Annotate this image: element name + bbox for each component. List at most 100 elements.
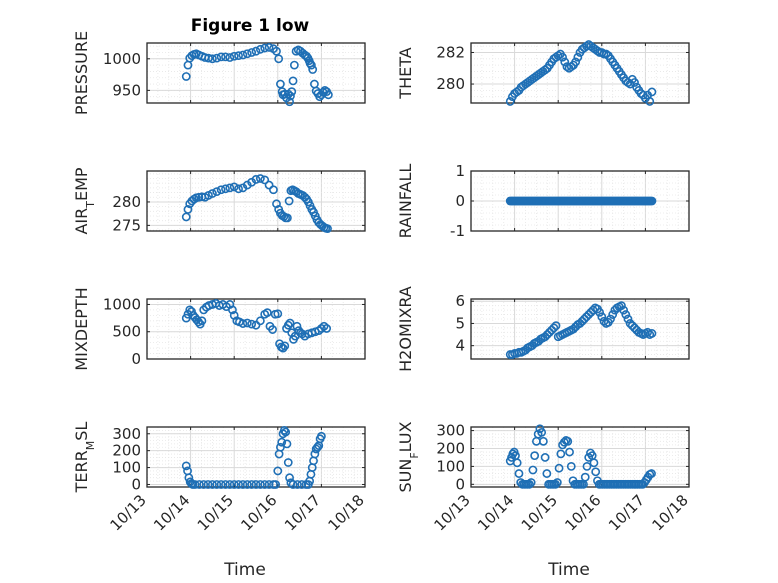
data-point bbox=[582, 462, 592, 471]
data-point bbox=[228, 305, 237, 315]
data-point bbox=[512, 458, 522, 468]
data-point bbox=[216, 185, 226, 195]
data-point bbox=[623, 314, 633, 324]
data-point bbox=[251, 320, 261, 330]
data-point bbox=[212, 187, 222, 197]
data-point bbox=[608, 310, 618, 319]
data-point bbox=[584, 310, 594, 319]
x-axis-label: Time bbox=[547, 560, 590, 580]
axes-box bbox=[470, 42, 690, 104]
data-point bbox=[273, 466, 283, 476]
data-point bbox=[627, 321, 637, 331]
y-axis-label: TERRMSL bbox=[72, 422, 97, 494]
y-tick-label: 100 bbox=[112, 459, 141, 477]
data-point bbox=[268, 325, 277, 334]
axes-box bbox=[146, 426, 366, 488]
data-point bbox=[288, 480, 298, 489]
data-point bbox=[285, 473, 294, 483]
subplot-air-temp: 275 280 AIRTEMP bbox=[72, 167, 366, 235]
data-point bbox=[549, 323, 559, 333]
subplot-pressure: 950 1000 PRESSURE bbox=[72, 31, 366, 115]
data-point bbox=[559, 437, 569, 447]
data-point bbox=[563, 436, 573, 446]
data-point bbox=[505, 97, 515, 106]
data-point bbox=[181, 461, 191, 471]
data-point bbox=[556, 449, 566, 459]
data-point bbox=[281, 427, 291, 437]
y-tick-label: 0 bbox=[455, 192, 465, 210]
data-point bbox=[306, 60, 316, 70]
data-point bbox=[234, 480, 243, 489]
data-point bbox=[183, 205, 193, 214]
y-axis-label: MIXDEPTH bbox=[72, 287, 91, 370]
data-point bbox=[273, 309, 283, 319]
data-point bbox=[264, 43, 274, 52]
axes-box bbox=[146, 42, 366, 104]
data-point bbox=[552, 478, 562, 487]
data-point bbox=[566, 462, 576, 471]
data-point bbox=[558, 52, 567, 62]
data-point bbox=[323, 224, 332, 234]
data-point bbox=[283, 320, 293, 330]
data-point bbox=[234, 184, 243, 194]
data-point bbox=[194, 480, 204, 489]
data-point bbox=[181, 72, 191, 81]
data-point bbox=[284, 196, 294, 206]
figure-title: Figure 1 low bbox=[191, 16, 310, 36]
data-point bbox=[625, 319, 635, 328]
data-point bbox=[251, 46, 261, 56]
data-point bbox=[282, 213, 292, 223]
y-tick-label: -1 bbox=[450, 222, 465, 240]
data-point bbox=[238, 480, 248, 489]
data-series bbox=[181, 43, 333, 107]
data-point bbox=[554, 463, 564, 473]
data-point bbox=[221, 480, 230, 489]
data-point bbox=[621, 310, 631, 319]
y-tick-label: 275 bbox=[112, 216, 141, 234]
data-point bbox=[308, 65, 318, 74]
y-axis-label: RAINFALL bbox=[396, 164, 415, 239]
subplot-theta: 280 282 THETA bbox=[396, 40, 690, 106]
data-point bbox=[264, 180, 274, 190]
data-point bbox=[530, 451, 540, 461]
data-point bbox=[272, 46, 281, 56]
data-point bbox=[203, 480, 213, 489]
data-point bbox=[617, 301, 626, 311]
data-point bbox=[280, 341, 290, 351]
data-point bbox=[225, 53, 235, 62]
data-point bbox=[229, 182, 239, 192]
data-point bbox=[289, 60, 299, 70]
data-point bbox=[242, 480, 252, 489]
data-point bbox=[225, 183, 235, 193]
y-tick-label: 280 bbox=[112, 193, 141, 211]
data-point bbox=[293, 480, 302, 489]
y-tick-label: 4 bbox=[455, 337, 465, 355]
data-point bbox=[274, 54, 284, 64]
data-point bbox=[260, 43, 270, 53]
data-series bbox=[181, 174, 332, 234]
y-axis-label: H2OMIXRA bbox=[396, 286, 415, 372]
data-point bbox=[204, 53, 213, 63]
data-point bbox=[647, 196, 657, 206]
data-point bbox=[242, 318, 252, 328]
data-point bbox=[589, 458, 599, 468]
data-point bbox=[262, 308, 272, 318]
data-point bbox=[255, 480, 265, 489]
data-point bbox=[582, 312, 591, 322]
data-point bbox=[260, 175, 270, 185]
data-point bbox=[185, 477, 195, 487]
data-series bbox=[505, 424, 656, 489]
data-point bbox=[571, 57, 581, 67]
data-point bbox=[645, 97, 655, 106]
data-point bbox=[276, 442, 285, 452]
data-point bbox=[282, 439, 292, 449]
data-point bbox=[575, 319, 585, 328]
data-point bbox=[322, 324, 332, 333]
data-point bbox=[288, 76, 298, 86]
data-point bbox=[542, 330, 552, 339]
data-point bbox=[647, 469, 656, 478]
y-tick-label: 300 bbox=[436, 422, 465, 440]
subplot-mixdepth: 0 500 1000 MIXDEPTH bbox=[72, 287, 366, 371]
y-tick-label: 280 bbox=[436, 75, 465, 93]
data-point bbox=[547, 325, 557, 335]
